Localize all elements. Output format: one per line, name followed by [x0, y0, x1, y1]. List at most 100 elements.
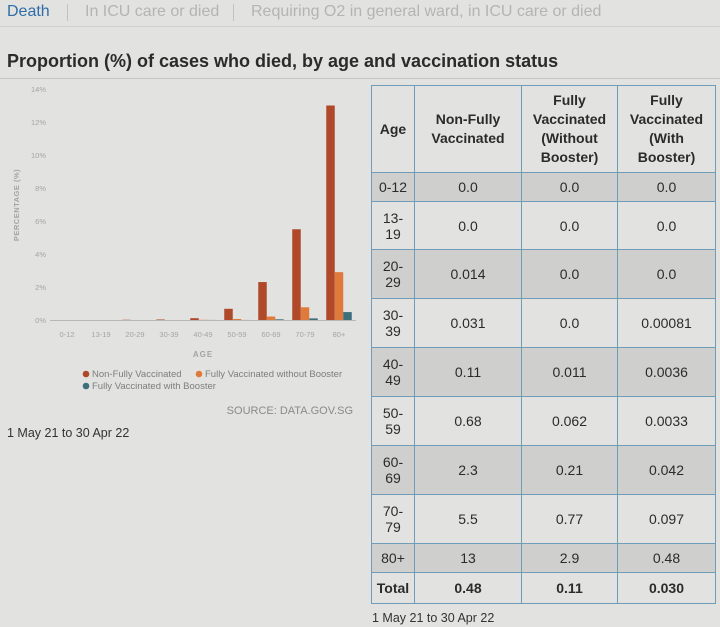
table-cell-age: 0-12 [371, 172, 415, 202]
table-cell-value: 0.0 [414, 172, 522, 202]
table-header-row: Age Non-Fully Vaccinated Fully Vaccinate… [371, 85, 716, 173]
y-axis-title: PERCENTAGE (%) [12, 169, 21, 241]
y-tick-label: 12% [31, 118, 46, 127]
x-tick-label: 50-59 [227, 330, 246, 339]
death-proportion-table: Age Non-Fully Vaccinated Fully Vaccinate… [371, 85, 716, 604]
tab-bar: Death In ICU care or died Requiring O2 i… [0, 0, 720, 27]
legend-label: Fully Vaccinated without Booster [205, 369, 342, 380]
bar-non-fully-vaccinated [156, 319, 165, 320]
table-cell-value: 0.48 [617, 543, 716, 573]
table-cell-value: 0.0 [521, 172, 618, 202]
x-tick-label: 13-19 [91, 330, 110, 339]
table-cell-age: 70-79 [371, 494, 415, 544]
y-tick-label: 14% [31, 85, 46, 94]
table-total-value: 0.030 [617, 572, 716, 604]
table-header-fully-without-booster: Fully Vaccinated (Without Booster) [521, 85, 618, 173]
table-cell-value: 0.0 [617, 172, 716, 202]
section-divider [0, 78, 720, 79]
x-tick-label: 20-29 [125, 330, 144, 339]
bar-non-fully-vaccinated [190, 318, 199, 321]
table-cell-value: 0.062 [521, 396, 618, 446]
table-cell-value: 0.0 [521, 201, 618, 250]
table-cell-value: 0.77 [521, 494, 618, 544]
y-tick-label: 8% [35, 184, 46, 193]
x-tick-label: 60-69 [261, 330, 280, 339]
legend-marker [195, 370, 203, 378]
table-cell-value: 0.0 [521, 249, 618, 299]
table-cell-age: 20-29 [371, 249, 415, 299]
table-row: 60-69 2.3 0.21 0.042 [371, 445, 716, 495]
bar-fully-without-booster [300, 307, 310, 320]
table-cell-age: 40-49 [371, 347, 415, 397]
table-cell-value: 0.0 [521, 298, 618, 348]
tab-o2-icu-or-died[interactable]: Requiring O2 in general ward, in ICU car… [251, 3, 602, 20]
bar-non-fully-vaccinated [292, 229, 301, 320]
table-cell-value: 0.11 [414, 347, 522, 397]
table-cell-value: 0.21 [521, 445, 618, 495]
table-header-non-fully: Non-Fully Vaccinated [414, 85, 522, 173]
y-tick-label: 4% [35, 250, 46, 259]
bar-fully-without-booster [266, 316, 276, 320]
table-row: 20-29 0.014 0.0 0.0 [371, 249, 716, 299]
legend-marker [82, 382, 90, 390]
chart-source: SOURCE: DATA.GOV.SG [226, 405, 353, 417]
table-total-row: Total 0.48 0.11 0.030 [371, 572, 716, 604]
bar-fully-with-booster [309, 318, 318, 320]
table-cell-value: 0.031 [414, 298, 522, 348]
table-row: 80+ 13 2.9 0.48 [371, 543, 716, 573]
table-row: 70-79 5.5 0.77 0.097 [371, 494, 716, 544]
x-tick-label: 30-39 [159, 330, 178, 339]
y-tick-label: 2% [35, 283, 46, 292]
tab-icu-or-died[interactable]: In ICU care or died [85, 3, 220, 20]
bar-fully-without-booster [232, 318, 242, 320]
table-header-fully-with-booster: Fully Vaccinated (With Booster) [617, 85, 716, 173]
table-cell-value: 5.5 [414, 494, 522, 544]
death-proportion-chart: 0% 2% 4% 6% 8% 10% 12% 14% PERCENTAGE (%) 0-12 13-… [12, 85, 356, 392]
table-cell-age: 60-69 [371, 445, 415, 495]
y-tick-label: 6% [35, 217, 46, 226]
table-date-range: 1 May 21 to 30 Apr 22 [372, 611, 495, 625]
tab-divider [67, 4, 68, 21]
legend-label: Fully Vaccinated with Booster [92, 381, 216, 392]
table-cell-value: 0.0 [414, 201, 522, 250]
table-cell-value: 0.68 [414, 396, 522, 446]
table-cell-age: 50-59 [371, 396, 415, 446]
chart-date-range: 1 May 21 to 30 Apr 22 [7, 426, 130, 440]
table-row: 50-59 0.68 0.062 0.0033 [371, 396, 716, 446]
table-row: 40-49 0.11 0.011 0.0036 [371, 347, 716, 397]
table-total-label: Total [371, 572, 415, 604]
tab-death[interactable]: Death [7, 3, 50, 20]
table-cell-value: 0.097 [617, 494, 716, 544]
bar-non-fully-vaccinated [326, 105, 335, 320]
bar-fully-without-booster [334, 272, 344, 320]
table-row: 30-39 0.031 0.0 0.00081 [371, 298, 716, 348]
table-cell-value: 13 [414, 543, 522, 573]
table-cell-value: 0.0036 [617, 347, 716, 397]
bar-fully-with-booster [275, 319, 284, 320]
bar-fully-with-booster [343, 312, 352, 320]
table-cell-value: 2.9 [521, 543, 618, 573]
table-header-age: Age [371, 85, 415, 173]
x-tick-label: 40-49 [193, 330, 212, 339]
legend-label: Non-Fully Vaccinated [92, 369, 182, 380]
table-cell-value: 0.0 [617, 249, 716, 299]
bar-non-fully-vaccinated [224, 308, 233, 320]
table-cell-value: 0.00081 [617, 298, 716, 348]
x-tick-label: 70-79 [295, 330, 314, 339]
table-cell-value: 0.011 [521, 347, 618, 397]
x-tick-label: 80+ [333, 330, 346, 339]
tab-divider [233, 4, 234, 21]
x-axis-title: AGE [193, 350, 213, 359]
x-tick-label: 0-12 [59, 330, 74, 339]
tab-bar-underline [0, 26, 720, 27]
table-total-value: 0.11 [521, 572, 618, 604]
table-cell-value: 0.014 [414, 249, 522, 299]
table-total-value: 0.48 [414, 572, 522, 604]
table-row: 13-19 0.0 0.0 0.0 [371, 201, 716, 250]
y-tick-label: 0% [35, 316, 46, 325]
table-row: 0-12 0.0 0.0 0.0 [371, 172, 716, 202]
legend-marker [82, 370, 90, 378]
bar-non-fully-vaccinated [258, 282, 267, 320]
table-cell-value: 0.0 [617, 201, 716, 250]
table-cell-value: 0.042 [617, 445, 716, 495]
